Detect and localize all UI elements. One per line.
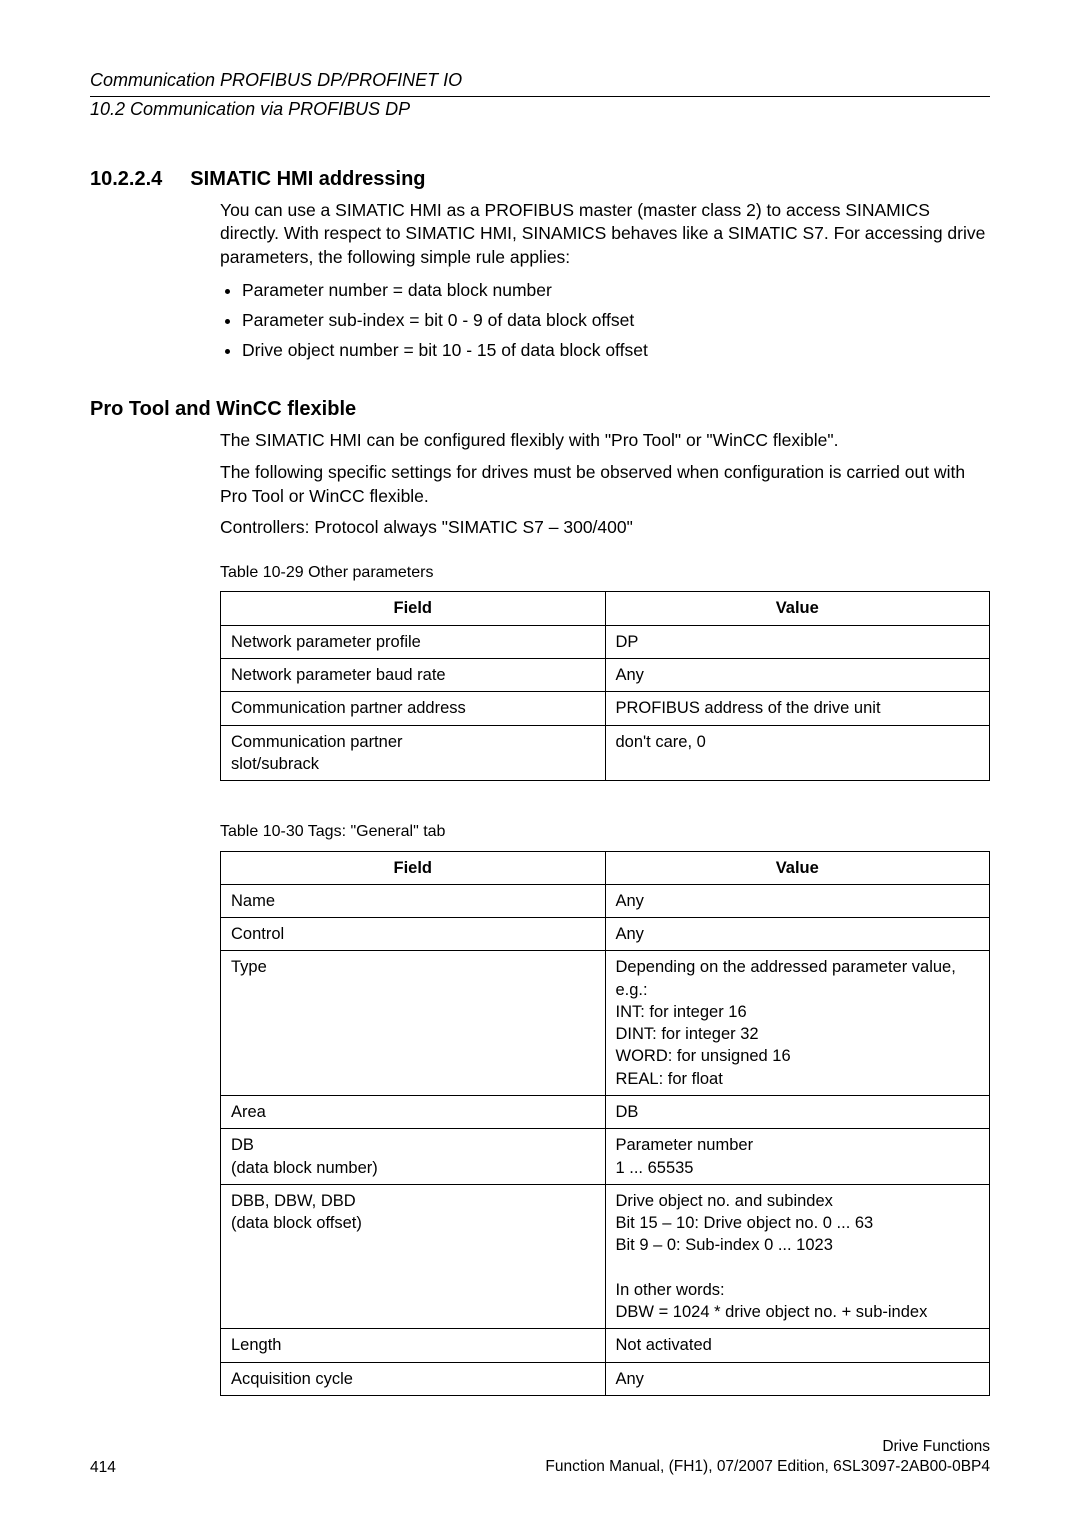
t29-body: Network parameter profileDPNetwork param… [221, 625, 990, 780]
table-cell: DB [605, 1096, 990, 1129]
bullet-item: Drive object number = bit 10 - 15 of dat… [242, 339, 990, 363]
table-row: Communication partner addressPROFIBUS ad… [221, 692, 990, 725]
sub-p2: The following specific settings for driv… [220, 461, 990, 508]
table-30: Field Value NameAnyControlAnyTypeDependi… [220, 851, 990, 1396]
table-row: Network parameter profileDP [221, 625, 990, 658]
bullet-item: Parameter number = data block number [242, 279, 990, 303]
section-intro: You can use a SIMATIC HMI as a PROFIBUS … [220, 199, 990, 270]
table29-block: Table 10-29 Other parameters Field Value… [220, 562, 990, 781]
bullet-item: Parameter sub-index = bit 0 - 9 of data … [242, 309, 990, 333]
table-row: DBB, DBW, DBD (data block offset)Drive o… [221, 1184, 990, 1329]
table-cell: Any [605, 1362, 990, 1395]
subsection-title: Pro Tool and WinCC flexible [90, 398, 990, 421]
table-29: Field Value Network parameter profileDPN… [220, 591, 990, 781]
section-heading: 10.2.2.4 SIMATIC HMI addressing [90, 168, 990, 191]
table-cell: Length [221, 1329, 606, 1362]
running-header-2: 10.2 Communication via PROFIBUS DP [90, 97, 990, 121]
table30-caption: Table 10-30 Tags: "General" tab [220, 821, 990, 843]
section-number: 10.2.2.4 [90, 168, 162, 191]
t29-h0: Field [221, 592, 606, 625]
table-cell: DB (data block number) [221, 1129, 606, 1185]
table-row: Communication partner slot/subrackdon't … [221, 725, 990, 781]
table-row: AreaDB [221, 1096, 990, 1129]
footer-line2: Function Manual, (FH1), 07/2007 Edition,… [545, 1457, 990, 1477]
table-cell: Area [221, 1096, 606, 1129]
footer-line1: Drive Functions [545, 1437, 990, 1457]
table-cell: don't care, 0 [605, 725, 990, 781]
table-cell: Parameter number 1 ... 65535 [605, 1129, 990, 1185]
table-cell: Network parameter baud rate [221, 658, 606, 691]
bullet-list-wrap: Parameter number = data block number Par… [220, 279, 990, 362]
t30-h0: Field [221, 851, 606, 884]
page: Communication PROFIBUS DP/PROFINET IO 10… [0, 0, 1080, 1527]
table29-caption: Table 10-29 Other parameters [220, 562, 990, 584]
bullet-list: Parameter number = data block number Par… [220, 279, 990, 362]
table-cell: Name [221, 884, 606, 917]
table-cell: DP [605, 625, 990, 658]
table-row: Acquisition cycleAny [221, 1362, 990, 1395]
table-header-row: Field Value [221, 851, 990, 884]
table-cell: Any [605, 918, 990, 951]
page-footer: 414 Drive Functions Function Manual, (FH… [90, 1437, 990, 1477]
table-cell: PROFIBUS address of the drive unit [605, 692, 990, 725]
table-cell: Any [605, 884, 990, 917]
footer-right: Drive Functions Function Manual, (FH1), … [545, 1437, 990, 1477]
table-cell: Network parameter profile [221, 625, 606, 658]
table-cell: Not activated [605, 1329, 990, 1362]
sub-p3: Controllers: Protocol always "SIMATIC S7… [220, 516, 990, 540]
table-row: LengthNot activated [221, 1329, 990, 1362]
table-row: DB (data block number)Parameter number 1… [221, 1129, 990, 1185]
table-row: TypeDepending on the addressed parameter… [221, 951, 990, 1096]
t29-h1: Value [605, 592, 990, 625]
table-row: NameAny [221, 884, 990, 917]
t30-h1: Value [605, 851, 990, 884]
running-header-1: Communication PROFIBUS DP/PROFINET IO [90, 68, 990, 92]
table-cell: Type [221, 951, 606, 1096]
table-cell: Drive object no. and subindex Bit 15 – 1… [605, 1184, 990, 1329]
table-cell: Communication partner slot/subrack [221, 725, 606, 781]
table30-block: Table 10-30 Tags: "General" tab Field Va… [220, 821, 990, 1396]
table-header-row: Field Value [221, 592, 990, 625]
table-cell: Any [605, 658, 990, 691]
table-row: ControlAny [221, 918, 990, 951]
table-cell: Acquisition cycle [221, 1362, 606, 1395]
t30-body: NameAnyControlAnyTypeDepending on the ad… [221, 884, 990, 1395]
table-cell: Depending on the addressed parameter val… [605, 951, 990, 1096]
table-cell: DBB, DBW, DBD (data block offset) [221, 1184, 606, 1329]
table-row: Network parameter baud rateAny [221, 658, 990, 691]
table-cell: Control [221, 918, 606, 951]
section-title: SIMATIC HMI addressing [190, 168, 425, 191]
page-number: 414 [90, 1459, 116, 1477]
sub-p1: The SIMATIC HMI can be configured flexib… [220, 429, 990, 453]
table-cell: Communication partner address [221, 692, 606, 725]
